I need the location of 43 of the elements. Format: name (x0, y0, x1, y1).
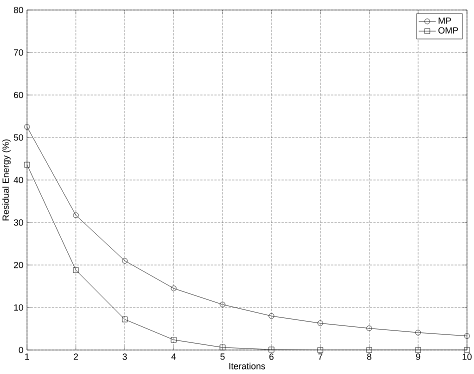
point (318, 320, 324, 326)
y-tick-label: 30 (14, 219, 24, 226)
point (170, 286, 176, 292)
y-tick-label: 70 (14, 49, 24, 56)
x-tick-label: 4 (171, 354, 176, 360)
point (268, 313, 274, 319)
y-tick-label: 10 (14, 304, 24, 311)
y-tick-label: 20 (14, 262, 24, 268)
point (268, 346, 274, 352)
x-tick-label: 7 (318, 354, 322, 360)
x-tick-label: 2 (74, 354, 78, 360)
point (170, 337, 176, 343)
x-tick-label: 5 (220, 354, 225, 360)
point (73, 267, 79, 273)
point (464, 347, 470, 353)
point (366, 326, 372, 332)
point (464, 333, 470, 339)
y-tick-label: 0 (18, 346, 24, 354)
point (73, 212, 79, 218)
y-tick-label: 40 (14, 176, 24, 184)
x-axis-title: Iterations (229, 362, 266, 370)
y-axis-title: Residual Energy (%) (2, 139, 11, 220)
point (220, 302, 226, 308)
point (415, 347, 421, 353)
point (122, 258, 128, 264)
x-tick-label: 8 (367, 354, 372, 360)
y-tick-label: 60 (14, 92, 24, 98)
point (318, 347, 324, 353)
x-tick-label: 6 (269, 354, 274, 360)
y-tick-label: 80 (14, 6, 24, 14)
x-tick-label: 9 (416, 354, 420, 360)
point (415, 330, 421, 336)
point (24, 162, 30, 168)
legend-label: MP (438, 18, 451, 24)
legend-label: OMP (438, 27, 458, 34)
point (24, 124, 30, 130)
x-tick-label: 3 (122, 354, 127, 360)
point (220, 344, 226, 350)
point (366, 347, 372, 353)
x-tick-label: 10 (462, 354, 472, 360)
x-tick-label: 1 (25, 354, 30, 360)
point (122, 316, 128, 322)
y-tick-label: 50 (14, 134, 24, 141)
